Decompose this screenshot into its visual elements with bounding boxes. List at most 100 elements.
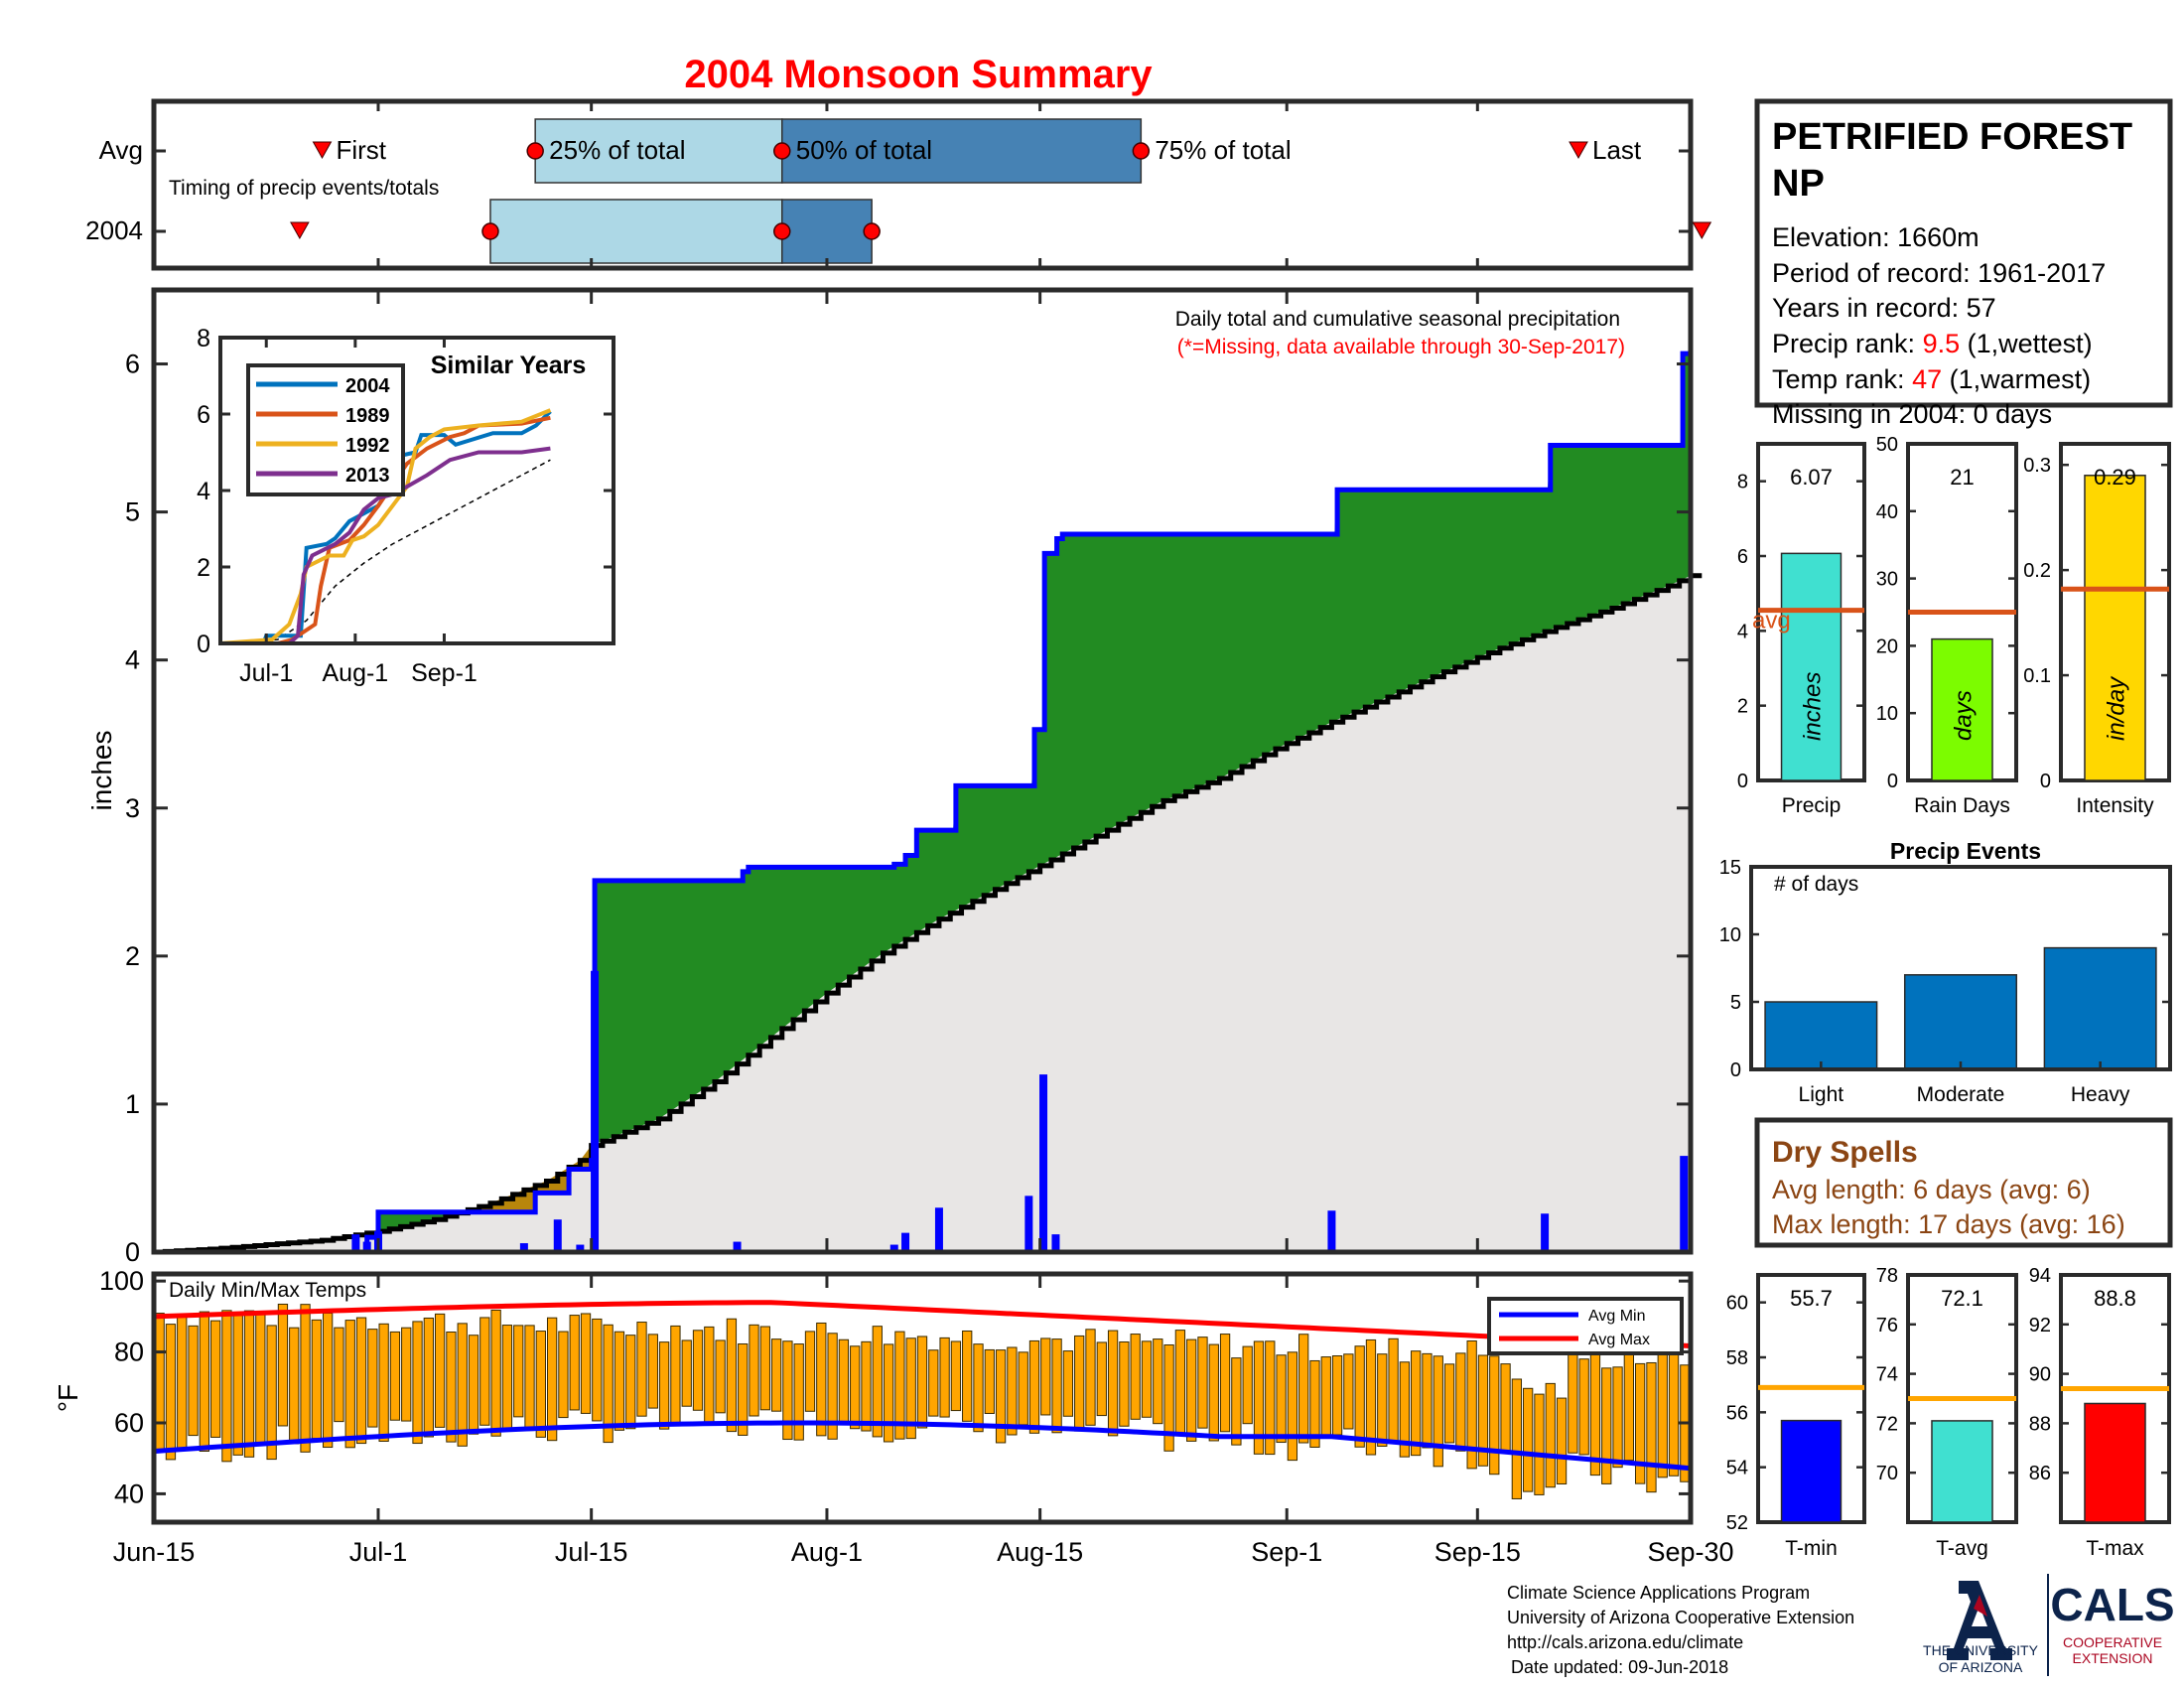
temps-ytick-label: 40: [114, 1478, 144, 1508]
daily-temp-bar: [1130, 1334, 1141, 1420]
station-period: Period of record: 1961-2017: [1772, 258, 2106, 288]
daily-temp-bar: [1399, 1361, 1411, 1458]
timing-2004-p25-marker: [481, 222, 499, 240]
footer-line-4: Date updated: 09-Jun-2018: [1511, 1657, 1728, 1677]
daily-temp-bar: [1578, 1358, 1589, 1456]
daily-temp-bar: [355, 1317, 367, 1445]
daily-temp-bar: [412, 1321, 423, 1445]
dry-frame: [1754, 1117, 2173, 1248]
main-missing-note: (*=Missing, data available through 30-Se…: [1177, 336, 1625, 358]
daily-temp-bar: [389, 1331, 401, 1421]
events-ytick-label: 5: [1730, 992, 1741, 1014]
daily-precip-bar: [351, 1234, 360, 1252]
station-frame: [1754, 98, 2173, 408]
daily-temp-bar: [715, 1339, 726, 1414]
temp-axis-label-tmax: T-max: [2086, 1537, 2144, 1560]
events-ytick-label: 10: [1719, 924, 1741, 946]
stat-ytick-label: 10: [1876, 703, 1898, 725]
stat-ytick-label: 0.1: [2023, 665, 2051, 687]
temp-ytick-label: 72: [1876, 1413, 1898, 1435]
timing-p50-label: 50% of total: [796, 135, 932, 165]
temp-panel-tmax: 88.8 T-max 86 88 90 92 94: [2029, 1265, 2171, 1560]
daily-temp-bar: [793, 1343, 804, 1441]
ua-line-2: OF ARIZONA: [1939, 1659, 2023, 1675]
xtick-label: Sep-15: [1434, 1537, 1521, 1567]
daily-temp-bar: [1411, 1350, 1422, 1457]
stat-panel-precip: avg 6.07 inches Precip 0 2 4 6 8: [1737, 442, 1866, 817]
figure-title: 2004 Monsoon Summary: [684, 53, 1153, 96]
footer-line-2: University of Arizona Cooperative Extens…: [1507, 1608, 1854, 1627]
daily-temp-bar: [1646, 1361, 1657, 1493]
stat-ytick-label: 0: [1887, 771, 1898, 792]
station-info-box: PETRIFIED FOREST NP Elevation: 1660m Per…: [1754, 98, 2173, 429]
xtick-label: Sep-1: [1251, 1537, 1322, 1567]
timing-avg-p50-marker: [773, 142, 791, 160]
cals-sub-1: COOPERATIVE: [2063, 1634, 2162, 1650]
daily-temp-bar: [726, 1318, 738, 1433]
timing-2004-p75-marker: [863, 222, 881, 240]
daily-precip-bar: [591, 970, 600, 1252]
timing-2004-q1-box: [489, 199, 783, 264]
stat-value-intensity: 0.29: [2094, 465, 2136, 490]
daily-temp-bar: [501, 1325, 513, 1431]
avg-cumulative-area: [154, 575, 1691, 1252]
timing-last-label: Last: [1592, 135, 1642, 165]
daily-temp-bar: [1365, 1338, 1377, 1456]
daily-temp-bar: [816, 1322, 827, 1437]
temp-ytick-label: 52: [1726, 1512, 1748, 1534]
dry-spells-box: Dry Spells Avg length: 6 days (avg: 6) M…: [1754, 1117, 2173, 1248]
avg-min-line: [153, 1420, 1692, 1472]
main-ytick-label: 1: [125, 1089, 140, 1119]
daily-precip-bar: [553, 1219, 562, 1252]
events-ytick-label: 15: [1719, 857, 1741, 879]
daily-temp-bar: [1589, 1346, 1601, 1477]
main-ytick-label: 3: [125, 793, 140, 823]
university-of-arizona-logo: THE UNIVERSITY OF ARIZONA: [1923, 1581, 2039, 1675]
daily-temp-bar: [905, 1337, 916, 1440]
xtick-label: Jun-15: [113, 1537, 196, 1567]
daily-temp-bar: [1668, 1349, 1680, 1477]
stat-axis-label-raindays: Rain Days: [1914, 794, 2010, 817]
stat-ytick-label: 0: [1737, 771, 1748, 792]
timing-2004-first-marker: [290, 221, 310, 240]
daily-temp-bar: [344, 1320, 355, 1449]
temps-frame: [151, 1271, 1694, 1525]
timing-panel: Avg 2004 Timing of precip events/totals …: [85, 98, 1712, 271]
main-ytick-label: 2: [125, 941, 140, 971]
temps-chart: Jun-15 Jul-1 Jul-15 Aug-1 Aug-15 Sep-1 Sep-15 S…: [53, 1266, 1734, 1567]
station-years: Years in record: 57: [1772, 293, 1996, 323]
daily-precip-bar: [1039, 1074, 1048, 1252]
daily-temp-bar: [1388, 1337, 1399, 1442]
stat-ytick-label: 0: [2040, 771, 2051, 792]
daily-temp-bar: [1085, 1329, 1096, 1426]
daily-temp-bar: [569, 1315, 580, 1411]
daily-temp-bar: [782, 1340, 793, 1441]
daily-precip-bar: [1051, 1234, 1060, 1252]
daily-temp-bar: [614, 1331, 625, 1431]
stat-ytick-label: 30: [1876, 569, 1898, 591]
daily-precip-bar: [1327, 1210, 1336, 1252]
timing-avg-q1-box: [534, 118, 783, 184]
daily-temp-bar: [962, 1330, 973, 1422]
timing-row-avg-label: Avg: [99, 135, 143, 165]
daily-temp-bar: [1545, 1382, 1556, 1488]
daily-temp-bar: [1007, 1346, 1018, 1436]
precip-main-chart: 0 1 2 3 4 5 6 inches Daily total and cumulativ…: [86, 287, 1703, 1267]
cals-logo: CALS: [2050, 1579, 2174, 1630]
stat-unit-raindays: days: [1951, 690, 1978, 741]
daily-temp-bar: [1074, 1335, 1085, 1432]
daily-temp-bar: [1197, 1336, 1208, 1429]
temp-ytick-label: 76: [1876, 1315, 1898, 1336]
temp-ytick-label: 94: [2029, 1265, 2051, 1287]
daily-temp-bar: [636, 1322, 647, 1417]
daily-temp-bar: [770, 1338, 782, 1412]
daily-temp-bar: [1511, 1378, 1523, 1499]
stat-bar-intensity: [2084, 475, 2146, 781]
temp-ytick-label: 78: [1876, 1265, 1898, 1287]
daily-temp-bar: [1500, 1363, 1511, 1452]
temps-label: Daily Min/Max Temps: [169, 1279, 366, 1302]
stat-bar-precip: [1780, 552, 1843, 781]
daily-temp-bar: [468, 1335, 479, 1435]
daily-temp-bar: [558, 1331, 569, 1419]
daily-temp-bar: [1568, 1343, 1578, 1454]
